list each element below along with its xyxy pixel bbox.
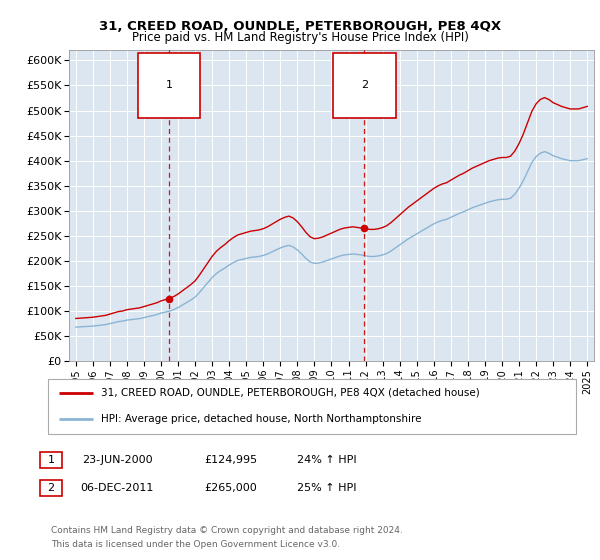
Text: 23-JUN-2000: 23-JUN-2000 bbox=[82, 455, 152, 465]
Text: 2: 2 bbox=[47, 483, 55, 493]
Text: 06-DEC-2011: 06-DEC-2011 bbox=[80, 483, 154, 493]
Text: £124,995: £124,995 bbox=[205, 455, 257, 465]
Text: 1: 1 bbox=[47, 455, 55, 465]
Text: £265,000: £265,000 bbox=[205, 483, 257, 493]
FancyBboxPatch shape bbox=[48, 379, 576, 434]
Text: 31, CREED ROAD, OUNDLE, PETERBOROUGH, PE8 4QX: 31, CREED ROAD, OUNDLE, PETERBOROUGH, PE… bbox=[99, 20, 501, 32]
Text: Price paid vs. HM Land Registry's House Price Index (HPI): Price paid vs. HM Land Registry's House … bbox=[131, 31, 469, 44]
Text: 2: 2 bbox=[361, 81, 368, 91]
Text: 31, CREED ROAD, OUNDLE, PETERBOROUGH, PE8 4QX (detached house): 31, CREED ROAD, OUNDLE, PETERBOROUGH, PE… bbox=[101, 388, 479, 398]
Text: 24% ↑ HPI: 24% ↑ HPI bbox=[297, 455, 357, 465]
Text: 25% ↑ HPI: 25% ↑ HPI bbox=[297, 483, 357, 493]
Text: HPI: Average price, detached house, North Northamptonshire: HPI: Average price, detached house, Nort… bbox=[101, 414, 421, 423]
Text: This data is licensed under the Open Government Licence v3.0.: This data is licensed under the Open Gov… bbox=[51, 540, 340, 549]
Text: Contains HM Land Registry data © Crown copyright and database right 2024.: Contains HM Land Registry data © Crown c… bbox=[51, 526, 403, 535]
Text: 1: 1 bbox=[166, 81, 173, 91]
